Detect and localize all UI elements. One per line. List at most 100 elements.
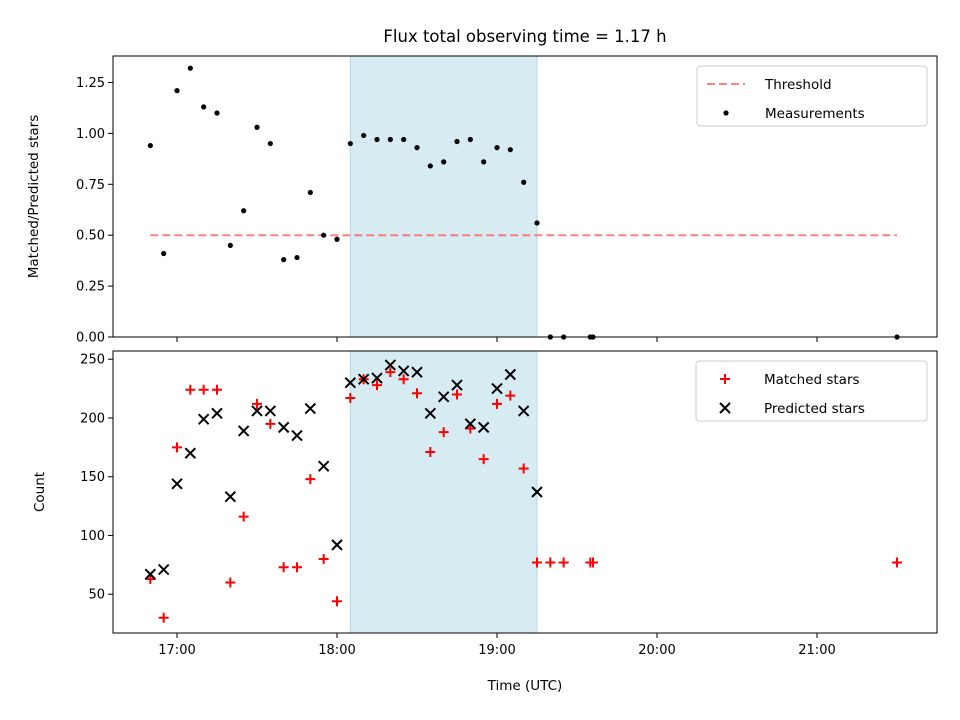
x-tick-label: 19:00 xyxy=(478,643,515,658)
matched-stars-point xyxy=(518,463,529,474)
legend-label: Predicted stars xyxy=(764,401,865,417)
measurement-point xyxy=(201,104,207,110)
matched-stars-point xyxy=(545,557,556,568)
matched-stars-point xyxy=(492,398,502,409)
matched-stars-point xyxy=(198,384,209,395)
matched-stars-point xyxy=(238,511,249,522)
legend-box xyxy=(695,360,928,422)
predicted-stars-point xyxy=(197,413,210,425)
x-tick-label: 21:00 xyxy=(798,643,835,658)
predicted-stars-point xyxy=(371,372,383,384)
matched-stars-point xyxy=(265,418,276,429)
bottom-marks xyxy=(144,359,902,623)
matched-stars-point xyxy=(252,398,262,409)
matched-stars-point xyxy=(505,390,516,401)
y-tick-label: 250 xyxy=(80,353,105,368)
legend-box xyxy=(696,65,928,127)
bottom-x-axis-label: Time (UTC) xyxy=(487,678,563,694)
matched-stars-point xyxy=(158,612,169,623)
matched-stars-point xyxy=(225,577,236,588)
measurement-point xyxy=(454,138,460,145)
predicted-stars-point xyxy=(464,418,477,430)
measurement-point xyxy=(187,65,193,71)
predicted-stars-point xyxy=(357,373,370,385)
predicted-stars-point xyxy=(157,563,170,576)
matched-stars-point xyxy=(318,553,329,564)
predicted-stars-point xyxy=(251,405,263,417)
measurement-point xyxy=(281,257,287,263)
matched-stars-point xyxy=(172,442,182,453)
matched-stars-point xyxy=(438,427,449,438)
bottom-y-ticks: 50 100 150 200 250 xyxy=(80,353,113,603)
matched-stars-point xyxy=(292,562,302,573)
predicted-stars-point xyxy=(264,405,277,417)
predicted-stars-point xyxy=(237,425,250,437)
matched-stars-point xyxy=(385,367,396,378)
top-y-ticks: 0.00 0.25 0.50 0.75 1.00 1.25 xyxy=(76,76,113,346)
top-shaded-region xyxy=(349,55,538,338)
y-tick-label: 150 xyxy=(80,470,105,485)
matched-stars-point xyxy=(185,384,196,395)
measurement-point xyxy=(507,147,513,153)
bottom-y-axis-label: Count xyxy=(32,472,48,512)
top-marks xyxy=(147,65,900,340)
legend-predicted-swatch xyxy=(719,402,731,414)
matched-stars-point xyxy=(478,454,489,465)
matched-stars-point xyxy=(332,596,342,607)
legend-label: Matched stars xyxy=(764,372,860,388)
predicted-stars-point xyxy=(531,486,543,498)
predicted-stars-point xyxy=(211,407,223,419)
measurement-point xyxy=(521,179,527,185)
measurement-point xyxy=(307,189,313,196)
measurement-point xyxy=(267,140,273,147)
predicted-stars-point xyxy=(331,539,343,551)
y-tick-label: 1.00 xyxy=(76,127,105,142)
top-x-ticks xyxy=(176,337,818,342)
measurement-point xyxy=(227,242,233,248)
predicted-stars-point xyxy=(411,366,423,378)
y-tick-label: 50 xyxy=(88,588,105,603)
measurement-point xyxy=(481,159,487,165)
y-tick-label: 0.25 xyxy=(76,280,105,295)
measurement-point xyxy=(361,132,367,139)
predicted-stars-point xyxy=(384,359,397,371)
matched-stars-point xyxy=(212,384,222,395)
y-tick-label: 0.50 xyxy=(76,229,105,244)
measurement-point xyxy=(467,136,473,143)
y-tick-label: 0.75 xyxy=(76,178,105,193)
matched-stars-point xyxy=(425,447,436,458)
x-tick-label: 20:00 xyxy=(638,643,675,658)
measurement-point xyxy=(401,136,407,143)
measurement-point xyxy=(494,145,500,151)
legend-label: Threshold xyxy=(764,77,832,93)
measurement-point xyxy=(214,110,220,116)
predicted-stars-point xyxy=(451,379,463,391)
predicted-stars-point xyxy=(184,447,197,459)
predicted-stars-point xyxy=(437,391,450,403)
predicted-stars-point xyxy=(291,429,303,442)
bottom-axes-frame xyxy=(112,350,938,634)
matched-stars-point xyxy=(398,374,409,385)
measurement-point xyxy=(374,136,380,143)
measurement-point xyxy=(347,140,353,147)
matched-stars-point xyxy=(532,557,542,568)
matched-stars-point xyxy=(412,388,422,399)
measurement-point xyxy=(294,254,300,261)
legend-matched-swatch xyxy=(720,374,730,384)
predicted-stars-point xyxy=(277,421,290,434)
measurement-point xyxy=(441,159,447,165)
predicted-stars-point xyxy=(317,460,330,472)
measurement-point xyxy=(321,232,327,238)
measurement-point xyxy=(254,124,260,130)
bottom-x-ticks: 17:00 18:00 19:00 20:00 21:00 xyxy=(158,633,836,658)
measurement-point xyxy=(387,136,393,143)
y-tick-label: 100 xyxy=(80,529,105,544)
matched-stars-point xyxy=(892,557,902,568)
predicted-stars-point xyxy=(491,382,503,395)
y-tick-label: 200 xyxy=(80,411,105,426)
y-tick-label: 1.25 xyxy=(76,76,105,91)
predicted-stars-point xyxy=(424,407,437,419)
measurement-point xyxy=(427,163,433,169)
y-tick-label: 0.00 xyxy=(76,331,105,346)
